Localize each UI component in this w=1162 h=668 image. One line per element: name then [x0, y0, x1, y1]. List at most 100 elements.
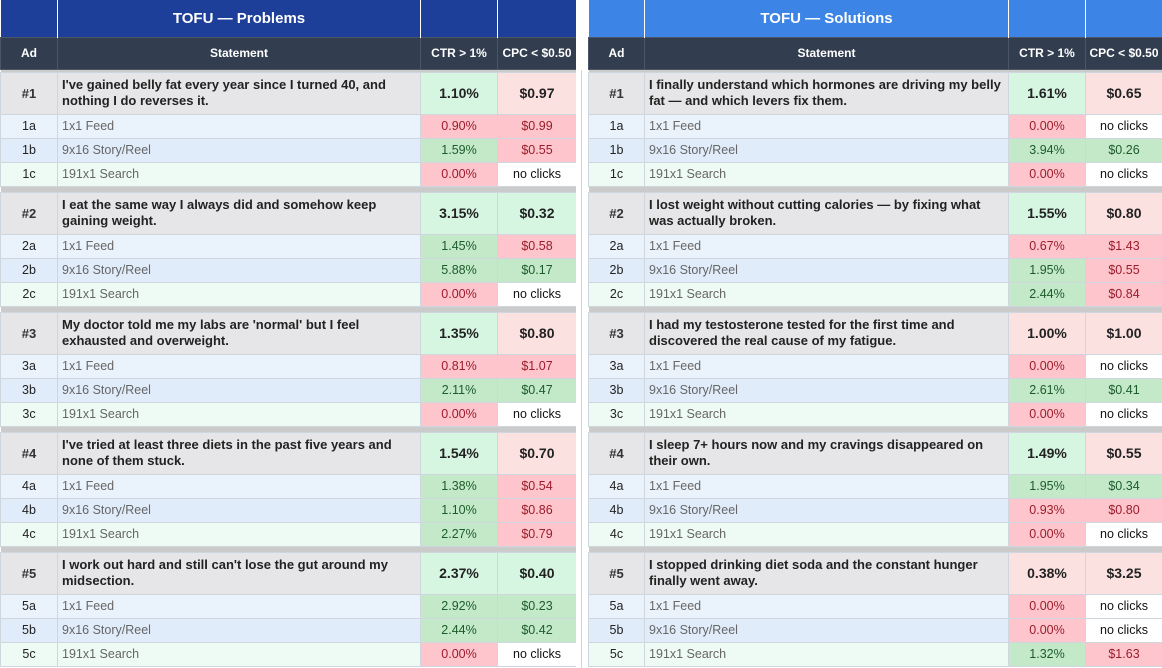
variant-id-cell[interactable]: 4c	[0, 521, 58, 547]
variant-id-cell[interactable]: 1a	[0, 113, 58, 139]
variant-id-cell[interactable]: 3c	[0, 401, 58, 427]
variant-cpc-cell[interactable]: $0.84	[1085, 281, 1162, 307]
ad-statement-cell[interactable]: I sleep 7+ hours now and my cravings dis…	[644, 431, 1009, 475]
variant-row[interactable]: 5c 191x1 Search 1.32% $1.63	[588, 641, 1162, 667]
ad-row[interactable]: #2 I lost weight without cutting calories…	[588, 191, 1162, 235]
variant-ctr-cell[interactable]: 0.90%	[420, 113, 498, 139]
variant-cpc-cell[interactable]: $0.99	[497, 113, 576, 139]
ad-cpc-cell[interactable]: $0.55	[1085, 431, 1162, 475]
variant-ctr-cell[interactable]: 2.44%	[420, 617, 498, 643]
variant-row[interactable]: 5c 191x1 Search 0.00% no clicks	[0, 641, 576, 667]
variant-id-cell[interactable]: 3a	[0, 353, 58, 379]
variant-format-cell[interactable]: 9x16 Story/Reel	[644, 617, 1009, 643]
variant-format-cell[interactable]: 191x1 Search	[57, 281, 421, 307]
column-header-ctr[interactable]: CTR > 1%	[420, 36, 498, 70]
variant-format-cell[interactable]: 191x1 Search	[644, 281, 1009, 307]
variant-row[interactable]: 1c 191x1 Search 0.00% no clicks	[588, 161, 1162, 187]
column-header-ad[interactable]: Ad	[588, 36, 645, 70]
variant-row[interactable]: 3a 1x1 Feed 0.00% no clicks	[588, 353, 1162, 379]
ad-statement-cell[interactable]: I had my testosterone tested for the fir…	[644, 311, 1009, 355]
ad-cpc-cell[interactable]: $0.40	[497, 551, 576, 595]
ad-ctr-cell[interactable]: 1.61%	[1008, 71, 1086, 115]
variant-id-cell[interactable]: 5a	[588, 593, 645, 619]
variant-format-cell[interactable]: 1x1 Feed	[644, 233, 1009, 259]
variant-cpc-cell[interactable]: no clicks	[1085, 113, 1162, 139]
variant-format-cell[interactable]: 191x1 Search	[644, 521, 1009, 547]
variant-format-cell[interactable]: 9x16 Story/Reel	[57, 377, 421, 403]
ad-statement-cell[interactable]: I lost weight without cutting calories —…	[644, 191, 1009, 235]
variant-ctr-cell[interactable]: 0.00%	[1008, 161, 1086, 187]
variant-format-cell[interactable]: 1x1 Feed	[644, 113, 1009, 139]
variant-row[interactable]: 4a 1x1 Feed 1.95% $0.34	[588, 473, 1162, 499]
variant-ctr-cell[interactable]: 2.11%	[420, 377, 498, 403]
variant-id-cell[interactable]: 4b	[0, 497, 58, 523]
ad-statement-cell[interactable]: I've gained belly fat every year since I…	[57, 71, 421, 115]
ad-row[interactable]: #5 I stopped drinking diet soda and the c…	[588, 551, 1162, 595]
variant-row[interactable]: 4c 191x1 Search 2.27% $0.79	[0, 521, 576, 547]
variant-ctr-cell[interactable]: 0.00%	[420, 281, 498, 307]
ad-ctr-cell[interactable]: 1.54%	[420, 431, 498, 475]
ad-cpc-cell[interactable]: $0.70	[497, 431, 576, 475]
ad-ctr-cell[interactable]: 1.35%	[420, 311, 498, 355]
variant-ctr-cell[interactable]: 0.00%	[1008, 617, 1086, 643]
ad-row[interactable]: #5 I work out hard and still can't lose t…	[0, 551, 576, 595]
variant-cpc-cell[interactable]: $0.42	[497, 617, 576, 643]
variant-format-cell[interactable]: 9x16 Story/Reel	[644, 137, 1009, 163]
variant-format-cell[interactable]: 191x1 Search	[644, 401, 1009, 427]
ad-id-cell[interactable]: #5	[588, 551, 645, 595]
column-header-statement[interactable]: Statement	[57, 36, 421, 70]
variant-id-cell[interactable]: 1b	[0, 137, 58, 163]
variant-format-cell[interactable]: 9x16 Story/Reel	[57, 497, 421, 523]
variant-row[interactable]: 2b 9x16 Story/Reel 1.95% $0.55	[588, 257, 1162, 283]
variant-id-cell[interactable]: 2a	[588, 233, 645, 259]
variant-format-cell[interactable]: 191x1 Search	[57, 521, 421, 547]
variant-row[interactable]: 2b 9x16 Story/Reel 5.88% $0.17	[0, 257, 576, 283]
variant-id-cell[interactable]: 2c	[0, 281, 58, 307]
variant-format-cell[interactable]: 9x16 Story/Reel	[644, 377, 1009, 403]
variant-id-cell[interactable]: 2b	[0, 257, 58, 283]
variant-ctr-cell[interactable]: 0.00%	[1008, 593, 1086, 619]
ad-statement-cell[interactable]: I stopped drinking diet soda and the con…	[644, 551, 1009, 595]
variant-ctr-cell[interactable]: 0.67%	[1008, 233, 1086, 259]
variant-ctr-cell[interactable]: 1.32%	[1008, 641, 1086, 667]
variant-id-cell[interactable]: 1c	[0, 161, 58, 187]
variant-cpc-cell[interactable]: $0.34	[1085, 473, 1162, 499]
variant-id-cell[interactable]: 2a	[0, 233, 58, 259]
variant-ctr-cell[interactable]: 2.61%	[1008, 377, 1086, 403]
variant-ctr-cell[interactable]: 1.95%	[1008, 473, 1086, 499]
variant-cpc-cell[interactable]: no clicks	[497, 641, 576, 667]
ad-ctr-cell[interactable]: 1.10%	[420, 71, 498, 115]
variant-row[interactable]: 4b 9x16 Story/Reel 0.93% $0.80	[588, 497, 1162, 523]
ad-cpc-cell[interactable]: $0.80	[497, 311, 576, 355]
variant-cpc-cell[interactable]: $1.07	[497, 353, 576, 379]
variant-ctr-cell[interactable]: 0.00%	[1008, 401, 1086, 427]
variant-row[interactable]: 5b 9x16 Story/Reel 0.00% no clicks	[588, 617, 1162, 643]
variant-row[interactable]: 3c 191x1 Search 0.00% no clicks	[0, 401, 576, 427]
variant-row[interactable]: 1b 9x16 Story/Reel 1.59% $0.55	[0, 137, 576, 163]
variant-row[interactable]: 4b 9x16 Story/Reel 1.10% $0.86	[0, 497, 576, 523]
variant-ctr-cell[interactable]: 1.10%	[420, 497, 498, 523]
variant-cpc-cell[interactable]: $0.23	[497, 593, 576, 619]
ad-id-cell[interactable]: #4	[0, 431, 58, 475]
variant-row[interactable]: 1a 1x1 Feed 0.90% $0.99	[0, 113, 576, 139]
variant-ctr-cell[interactable]: 1.59%	[420, 137, 498, 163]
variant-id-cell[interactable]: 3b	[0, 377, 58, 403]
variant-cpc-cell[interactable]: no clicks	[497, 161, 576, 187]
variant-row[interactable]: 3b 9x16 Story/Reel 2.11% $0.47	[0, 377, 576, 403]
column-header-ctr[interactable]: CTR > 1%	[1008, 36, 1086, 70]
variant-format-cell[interactable]: 9x16 Story/Reel	[644, 257, 1009, 283]
variant-format-cell[interactable]: 1x1 Feed	[57, 113, 421, 139]
variant-row[interactable]: 3a 1x1 Feed 0.81% $1.07	[0, 353, 576, 379]
variant-cpc-cell[interactable]: $0.55	[1085, 257, 1162, 283]
variant-format-cell[interactable]: 191x1 Search	[57, 401, 421, 427]
variant-format-cell[interactable]: 1x1 Feed	[57, 233, 421, 259]
variant-cpc-cell[interactable]: no clicks	[1085, 401, 1162, 427]
variant-ctr-cell[interactable]: 2.92%	[420, 593, 498, 619]
variant-row[interactable]: 4a 1x1 Feed 1.38% $0.54	[0, 473, 576, 499]
variant-cpc-cell[interactable]: $0.17	[497, 257, 576, 283]
variant-row[interactable]: 1b 9x16 Story/Reel 3.94% $0.26	[588, 137, 1162, 163]
variant-id-cell[interactable]: 2b	[588, 257, 645, 283]
column-header-statement[interactable]: Statement	[644, 36, 1009, 70]
ad-ctr-cell[interactable]: 3.15%	[420, 191, 498, 235]
variant-row[interactable]: 2a 1x1 Feed 1.45% $0.58	[0, 233, 576, 259]
